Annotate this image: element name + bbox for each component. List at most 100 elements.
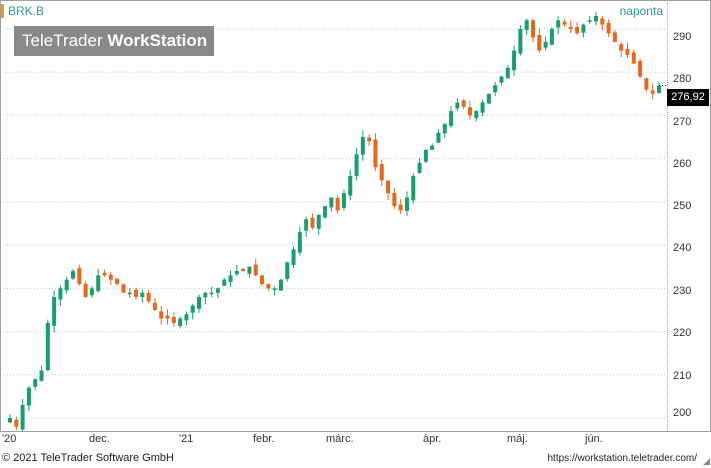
candle-body: [568, 26, 573, 29]
candle-body: [146, 292, 151, 302]
candle-body: [64, 279, 69, 291]
candle-body: [606, 23, 611, 34]
x-tick-label: máj.: [507, 433, 528, 445]
candle-body: [379, 164, 384, 181]
candle-body: [530, 20, 535, 38]
candle-body: [260, 275, 265, 285]
candle-body: [58, 288, 63, 300]
candle-body: [8, 418, 12, 423]
candle-body: [417, 162, 422, 173]
candle-body: [411, 175, 416, 201]
candle-body: [341, 193, 346, 208]
candle-body: [474, 111, 479, 119]
candle-body: [486, 93, 491, 104]
candle-body: [335, 197, 340, 211]
candle-body: [39, 370, 44, 381]
candle-body: [354, 154, 359, 176]
candle-body: [209, 292, 214, 295]
candle-body: [33, 379, 38, 387]
candle-body: [247, 266, 252, 274]
candle-body: [285, 262, 290, 279]
candle-body: [102, 272, 107, 276]
candle-body: [442, 124, 447, 134]
candle-body: [430, 145, 435, 150]
candle-body: [650, 90, 655, 94]
candle-body: [234, 271, 239, 275]
candle-body: [83, 283, 88, 297]
candle-body: [512, 50, 517, 71]
candle-body: [480, 102, 485, 113]
last-price-tag: 276,92: [667, 89, 709, 106]
price-chart-plot[interactable]: [4, 3, 667, 431]
candle-body: [524, 20, 529, 30]
candle-body: [134, 289, 139, 297]
candle-body: [392, 192, 397, 207]
candle-body: [619, 44, 624, 51]
candle-body: [348, 175, 353, 196]
candle-body: [638, 61, 643, 77]
y-tick-label: 290: [673, 31, 692, 43]
candle-body: [297, 232, 302, 253]
resize-grip-icon[interactable]: ◢: [703, 456, 710, 466]
x-tick-label: febr.: [253, 433, 275, 445]
candle-body: [215, 288, 220, 293]
candle-body: [165, 315, 170, 319]
candle-body: [291, 249, 296, 265]
teletrader-logo: TeleTrader WorkStation: [14, 26, 214, 56]
candle-body: [121, 284, 126, 293]
candle-body: [171, 316, 176, 323]
y-tick-label: 250: [673, 200, 692, 212]
candle-body: [323, 206, 328, 218]
candle-body: [493, 85, 498, 93]
candle-body: [543, 41, 548, 48]
candle-body: [152, 303, 157, 310]
period-label[interactable]: naponta: [619, 4, 663, 18]
candle-body: [253, 264, 258, 276]
x-tick-label: jún.: [585, 433, 603, 445]
candle-body: [197, 296, 202, 309]
candle-body: [184, 314, 189, 321]
x-tick-label: '20: [2, 433, 17, 445]
y-tick-label: 280: [673, 73, 692, 85]
y-tick-label: 220: [673, 327, 692, 339]
x-tick-label: márc.: [326, 433, 354, 445]
candle-body: [304, 219, 309, 231]
candle-body: [272, 288, 277, 291]
candle-body: [96, 275, 101, 292]
candle-body: [266, 284, 271, 289]
candle-body: [593, 15, 598, 22]
candle-body: [386, 180, 391, 194]
candlestick-chart[interactable]: [4, 3, 667, 431]
candle-body: [657, 85, 661, 94]
y-tick-label: 240: [673, 242, 692, 254]
candle-body: [612, 32, 617, 42]
candle-body: [190, 305, 195, 313]
candle-body: [600, 18, 605, 25]
candle-body: [587, 20, 592, 22]
candle-body: [644, 78, 649, 90]
symbol-label[interactable]: BRK.B: [1, 4, 44, 18]
candle-body: [89, 288, 94, 296]
candle-body: [436, 132, 441, 143]
candle-body: [562, 21, 567, 25]
candle-body: [367, 137, 372, 142]
x-tick-label: '21: [179, 433, 194, 445]
candle-body: [423, 149, 428, 162]
source-url[interactable]: https://workstation.teletrader.com/: [547, 453, 697, 464]
y-tick-label: 230: [673, 285, 692, 297]
candle-body: [20, 405, 25, 430]
candle-body: [310, 217, 315, 228]
candle-body: [518, 28, 523, 54]
candle-body: [455, 102, 460, 109]
candle-body: [52, 296, 57, 326]
candle-body: [499, 76, 504, 83]
candle-body: [537, 35, 542, 51]
candle-body: [461, 100, 466, 107]
price-axis[interactable]: 200 210 220 230 240 250 260 270 280 290: [667, 3, 711, 431]
candle-body: [77, 267, 82, 285]
candle-body: [373, 139, 378, 168]
candle-body: [115, 278, 120, 285]
candle-body: [278, 279, 283, 291]
copyright-text: © 2021 TeleTrader Software GmbH: [2, 452, 174, 464]
candle-body: [14, 419, 19, 427]
